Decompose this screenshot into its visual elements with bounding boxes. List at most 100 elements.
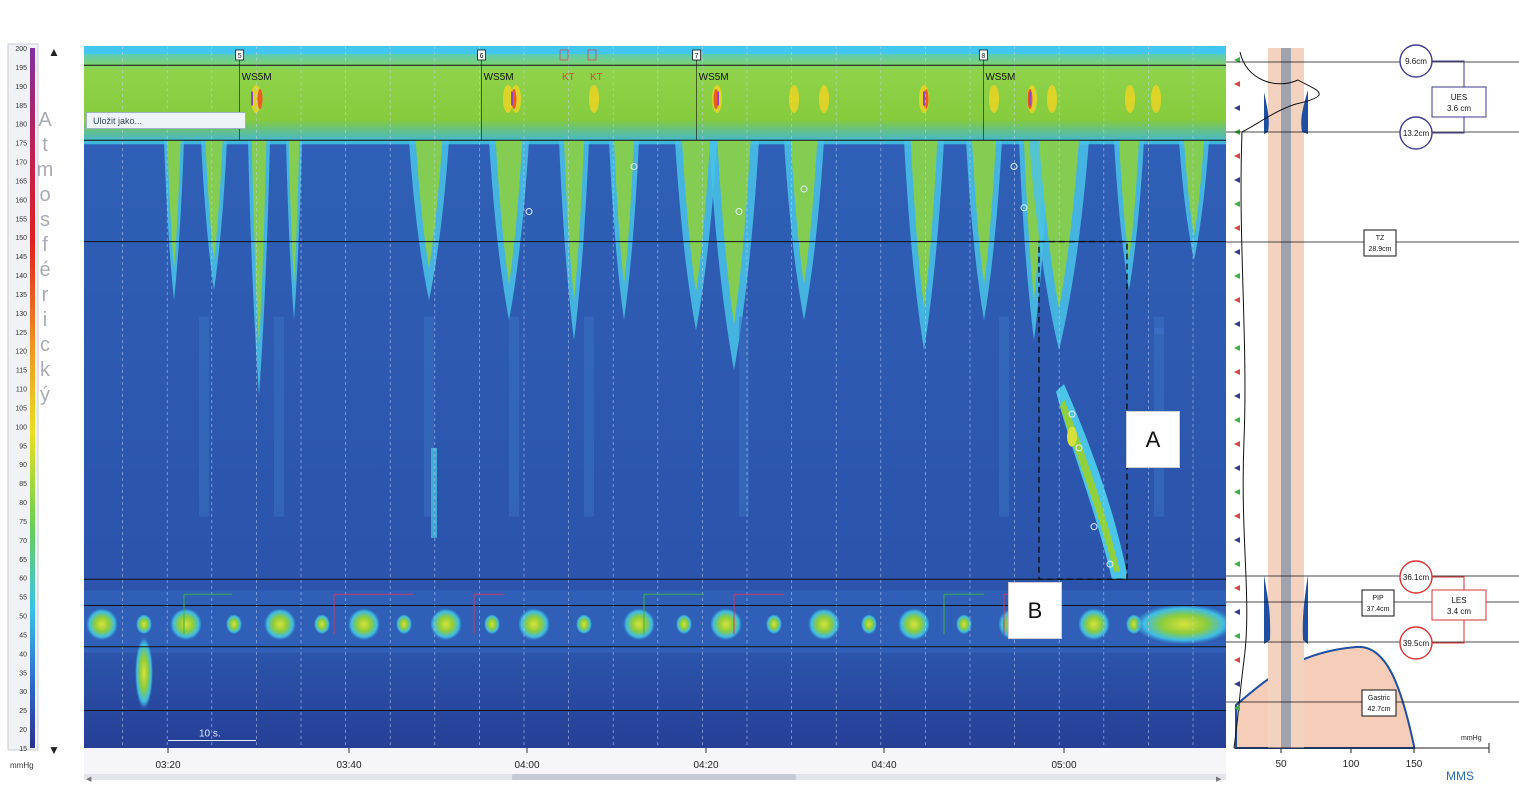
scroll-right-arrow[interactable]: ▶ [1216,776,1222,782]
les-pressure-blob [623,608,655,641]
scale-tick-label: 140 [15,273,27,280]
swallow-marker-label: WS5M [699,72,729,83]
scale-tick-label: 135 [15,292,27,299]
scale-tick-label: 70 [19,538,27,545]
sensor-triangle [1234,585,1240,591]
sensor-triangle [1234,537,1240,543]
scale-tick-label: 35 [19,670,27,677]
sensor-marker-value: 9.6cm [1405,57,1427,66]
scale-tick-label: 170 [15,160,27,167]
horizontal-scrollbar-thumb[interactable] [512,774,796,780]
sensor-marker-value: 36.1cm [1403,573,1430,582]
scale-tick-label: 75 [19,519,27,526]
sensor-triangle [1234,225,1240,231]
ues-hot-spot [503,85,513,114]
scale-vertical-letter: i [43,309,47,331]
faint-streak [199,316,209,517]
scale-up-arrow[interactable]: ▲ [48,45,60,59]
scale-tick-label: 50 [19,614,27,621]
les-end-blob [1134,604,1226,645]
les-pressure-blob [86,608,118,641]
scale-tick-label: 130 [15,311,27,318]
contraction-core [910,140,938,309]
scale-tick-label: 90 [19,462,27,469]
color-scale-bar [30,48,35,748]
les-long-blob [135,636,153,709]
pip-label: PIP [1372,595,1384,602]
pressure-color-scale: 200 195 190 185 180 175 170 165 160 155 150 145 140 1… [7,43,60,770]
ues-hot-spot [989,85,999,114]
thin-streak [431,447,437,538]
pressure-trace [1233,51,1320,749]
event-marker-box[interactable] [559,49,569,61]
tz-box [1363,229,1397,257]
contraction-core [717,140,751,325]
sensor-triangle [1234,201,1240,207]
scale-tick-label: 120 [15,349,27,356]
scale-tick-label: 20 [19,727,27,734]
scale-vertical-letter: s [40,209,50,231]
mms-logo: MMS [1446,769,1474,783]
ues-value: 3.6 cm [1447,104,1471,113]
time-scale-label: 10 s. [199,728,221,739]
scale-tick-label: 190 [15,84,27,91]
sensor-triangle [1234,297,1240,303]
scale-tick-label: 125 [15,330,27,337]
cursor-dot [1020,204,1028,212]
sensor-triangle [1234,321,1240,327]
swallow-marker-label: WS5M [484,72,514,83]
les-pressure-blob [170,608,202,641]
sensor-triangle [1234,561,1240,567]
purple-tick [923,91,925,106]
scale-tick-label: 65 [19,557,27,564]
cursor-dot [630,163,638,171]
tz-value: 28.9cm [1369,246,1392,253]
les-pressure-blob [710,608,742,641]
scale-tick-label: 150 [15,235,27,242]
scale-down-arrow[interactable]: ▼ [48,743,60,757]
les-pressure-blob [766,614,782,635]
scroll-left-arrow[interactable]: ◀ [86,776,92,782]
sensor-triangle [1234,465,1240,471]
scale-tick-label: 80 [19,500,27,507]
les-pressure-blob [808,608,840,641]
catheter-core [1281,48,1291,748]
purple-tick [717,91,719,106]
side-x-tick-label: 50 [1275,759,1287,770]
purple-tick [251,91,253,106]
swallow-marker-number: 7 [695,53,699,60]
x-tick-label: 04:20 [693,760,718,771]
swallow-marker-label: WS5M [985,72,1015,83]
pressure-topography-plot[interactable]: 5 WS5M 6 WS5M 7 WS5M 8 WS5M KT KT 10 s. [84,46,1226,750]
sensor-triangle [1234,513,1240,519]
event-marker-box[interactable] [587,49,597,61]
lower-zone [84,646,1226,750]
pip-box [1361,589,1395,617]
les-pressure-blob [1078,608,1110,641]
scale-vertical-letter: t [42,134,48,156]
les-bracket [1432,576,1465,644]
sensor-triangle [1234,705,1240,711]
region-a-box [1038,240,1128,580]
les-pressure-blob [518,608,550,641]
les-pressure-blob [430,608,462,641]
time-axis-strip [84,748,1226,778]
tz-label: TZ [1376,235,1385,242]
x-tick-label: 04:00 [514,760,539,771]
scale-vertical-letter: k [40,359,51,381]
gastric-box [1361,689,1397,717]
les-value: 3.4 cm [1447,607,1471,616]
contraction-core [415,140,443,269]
swallow-marker-number: 8 [981,53,985,60]
cursor-dot [1090,523,1098,531]
les-pressure-blob [314,614,330,635]
les-pressure-blob [576,614,592,635]
cursor-dot [525,208,533,216]
sensor-triangle [1234,177,1240,183]
les-pressure-blob [348,608,380,641]
contraction-core [790,140,818,285]
scale-vertical-letter: f [42,234,48,256]
purple-tick [511,91,513,106]
save-as-button[interactable]: Uložit jako... [86,112,246,129]
sensor-triangle [1234,489,1240,495]
